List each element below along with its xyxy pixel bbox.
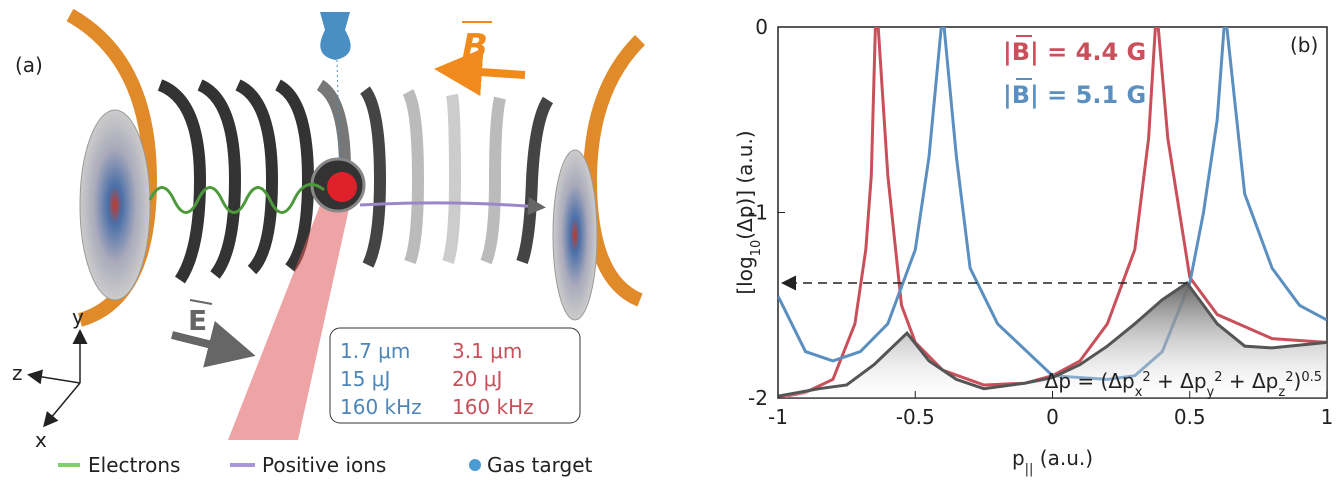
axis-letter: x: [35, 428, 47, 452]
legend-label: |B| = 4.4 G: [1003, 38, 1146, 66]
label-part: ||: [1025, 462, 1034, 477]
detector: [553, 150, 597, 320]
label-part: (a.u.): [1033, 446, 1093, 470]
label-part: Δp = (Δp: [1045, 369, 1135, 393]
label-part: 2: [1285, 370, 1293, 385]
x-tick-label: -0.5: [896, 405, 935, 429]
label-part: x: [1135, 385, 1143, 400]
field-label: B: [462, 27, 488, 67]
label-part: + Δp: [1223, 369, 1279, 393]
label-part: 10: [749, 240, 764, 257]
label-part: 2: [1142, 370, 1150, 385]
table-cell: 15 μJ: [340, 367, 390, 391]
axes-triad: [30, 332, 80, 425]
label-part: + Δp: [1151, 369, 1207, 393]
axis-letter: y: [72, 305, 84, 329]
y-tick-label: -2: [748, 386, 768, 410]
table-cell: 3.1 μm: [452, 339, 522, 363]
panel-label: (a): [15, 53, 43, 77]
table-cell: 160 kHz: [340, 395, 422, 419]
label-part: y: [1207, 385, 1215, 400]
x-tick-label: 1: [1321, 405, 1334, 429]
figure: (a) B E y z x 1.7 μm 3.1 μm 15 μJ 20 μJ …: [0, 0, 1340, 481]
field-label: E: [188, 304, 207, 337]
focus: [327, 172, 357, 202]
e-field-arrow: [172, 335, 240, 352]
b-field-arrow: [450, 70, 525, 75]
detector: [80, 110, 150, 300]
label-part: p: [1012, 446, 1025, 470]
label-part: z: [1278, 385, 1285, 400]
x-axis-label: p|| (a.u.): [1012, 446, 1093, 477]
x-tick-label: -1: [768, 405, 788, 429]
label-part: 0.5: [1301, 370, 1322, 385]
label-part: 2: [1214, 370, 1222, 385]
coil: [590, 40, 640, 300]
table-cell: 20 μJ: [452, 367, 502, 391]
legend-label: |B| = 5.1 G: [1003, 81, 1146, 109]
x-tick-label: 0.5: [1174, 405, 1206, 429]
apparatus-illustration: [30, 12, 640, 471]
x-tick-label: 0: [1046, 405, 1059, 429]
label-part: ): [1294, 369, 1302, 393]
legend-swatch: [469, 459, 481, 471]
table-cell: 160 kHz: [452, 395, 534, 419]
label-part: [log: [733, 256, 757, 294]
label-part: (Δp)] (a.u.): [733, 130, 757, 239]
legend-label: Electrons: [88, 453, 180, 477]
panel-label: (b): [1290, 33, 1318, 57]
gas-nozzle: [320, 12, 351, 60]
table-cell: 1.7 μm: [340, 339, 410, 363]
legend-label: Positive ions: [262, 453, 386, 477]
legend-label: Gas target: [487, 453, 593, 477]
axis-letter: z: [12, 361, 23, 385]
y-tick-label: 0: [755, 15, 768, 39]
